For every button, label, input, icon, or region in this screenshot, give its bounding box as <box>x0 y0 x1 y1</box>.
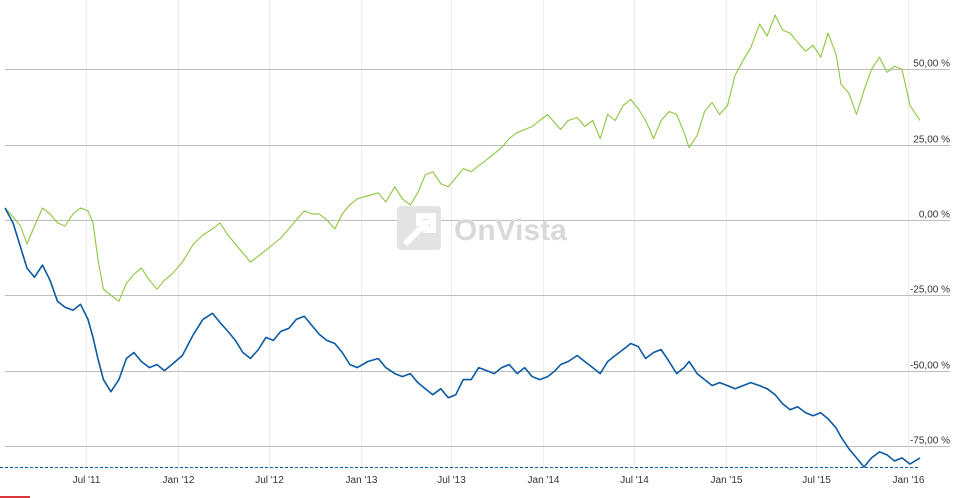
horizontal-grid <box>5 69 950 447</box>
x-tick-label: Jan '16 <box>893 475 925 486</box>
onvista-logo-icon <box>397 206 441 250</box>
x-tick-label: Jul '14 <box>620 475 649 486</box>
y-tick-label: -50,00 % <box>910 361 950 372</box>
legend-marker <box>0 496 30 498</box>
x-tick-label: Jul '13 <box>437 475 466 486</box>
onvista-watermark: OnVista <box>397 206 567 250</box>
x-tick-label: Jan '13 <box>346 475 378 486</box>
y-tick-label: 25,00 % <box>913 135 950 146</box>
x-tick-label: Jan '12 <box>163 475 195 486</box>
series-line-blue <box>4 207 921 468</box>
watermark-text: OnVista <box>454 214 567 247</box>
vertical-grid <box>86 0 909 470</box>
series-line-green <box>4 14 921 302</box>
x-axis-labels: Jul '11 Jan '12 Jul '12 Jan '13 Jul '13 Jan '… <box>73 475 925 486</box>
y-tick-label: -75,00 % <box>910 436 950 447</box>
y-tick-label: 0,00 % <box>919 210 950 221</box>
x-tick-label: Jul '12 <box>255 475 284 486</box>
x-tick-label: Jan '15 <box>711 475 743 486</box>
x-tick-label: Jan '14 <box>528 475 560 486</box>
x-tick-label: Jul '11 <box>73 475 101 486</box>
y-tick-label: 50,00 % <box>913 59 950 70</box>
y-axis-labels: 50,00 % 25,00 % 0,00 % -25,00 % -50,00 % -75,… <box>910 59 950 447</box>
series-lines <box>0 14 921 468</box>
x-tick-label: Jul '15 <box>802 475 831 486</box>
y-tick-label: -25,00 % <box>910 285 950 296</box>
